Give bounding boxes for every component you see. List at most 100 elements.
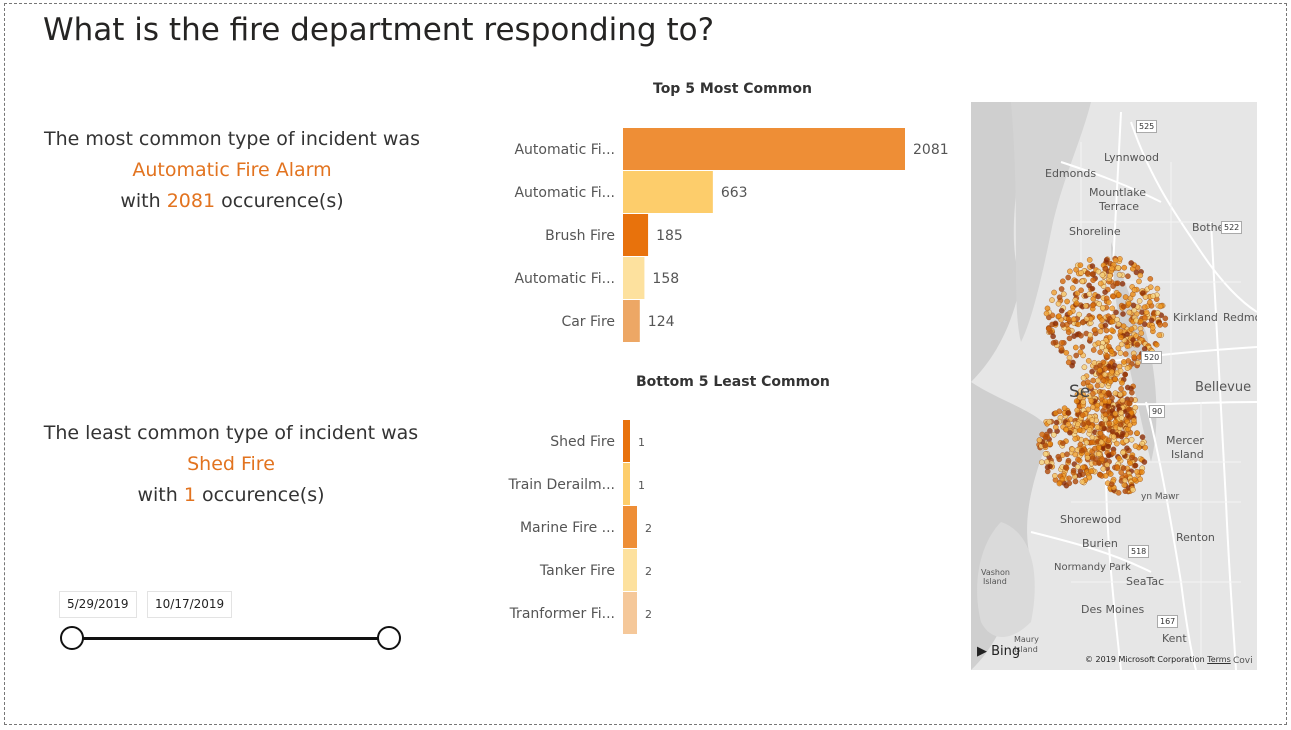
incident-point[interactable]	[1116, 292, 1122, 298]
incident-point[interactable]	[1118, 334, 1124, 341]
incident-point[interactable]	[1076, 311, 1082, 318]
incident-point[interactable]	[1110, 293, 1117, 300]
incident-point[interactable]	[1132, 462, 1139, 469]
incident-point[interactable]	[1065, 316, 1072, 322]
incident-point[interactable]	[1086, 291, 1093, 297]
incident-point[interactable]	[1116, 455, 1122, 462]
incident-point[interactable]	[1138, 330, 1145, 336]
incident-point[interactable]	[1089, 439, 1095, 446]
incident-point[interactable]	[1108, 327, 1115, 333]
incident-point[interactable]	[1102, 265, 1109, 272]
incident-point[interactable]	[1103, 327, 1110, 334]
incident-point[interactable]	[1153, 341, 1160, 348]
incident-point[interactable]	[1100, 377, 1107, 384]
incident-point[interactable]	[1056, 408, 1063, 415]
incident-point[interactable]	[1131, 476, 1138, 483]
incident-point[interactable]	[1099, 304, 1106, 311]
incident-point[interactable]	[1089, 263, 1096, 269]
incident-point[interactable]	[1094, 424, 1100, 430]
incident-point[interactable]	[1113, 440, 1120, 447]
incident-point[interactable]	[1149, 324, 1156, 331]
incident-point[interactable]	[1049, 297, 1055, 303]
incident-point[interactable]	[1095, 268, 1102, 275]
incident-point[interactable]	[1118, 341, 1125, 348]
incident-point[interactable]	[1066, 335, 1073, 342]
incident-point[interactable]	[1122, 351, 1129, 357]
incident-point[interactable]	[1047, 441, 1054, 447]
incident-point[interactable]	[1124, 384, 1131, 391]
incident-point[interactable]	[1073, 300, 1080, 307]
incident-point[interactable]	[1065, 421, 1071, 428]
incident-point[interactable]	[1105, 437, 1112, 444]
incident-point[interactable]	[1088, 468, 1094, 475]
incident-point[interactable]	[1076, 472, 1083, 479]
incident-point[interactable]	[1039, 431, 1045, 438]
incident-point[interactable]	[1088, 397, 1095, 404]
incident-point[interactable]	[1079, 278, 1086, 285]
incident-point[interactable]	[1134, 341, 1141, 348]
incident-point[interactable]	[1143, 309, 1150, 315]
incident-point[interactable]	[1106, 334, 1113, 341]
incident-point[interactable]	[1053, 419, 1060, 426]
incident-point[interactable]	[1107, 415, 1114, 421]
incident-point[interactable]	[1043, 310, 1050, 317]
incident-point[interactable]	[1081, 364, 1088, 371]
incident-point[interactable]	[1052, 472, 1058, 479]
incident-point[interactable]	[1120, 430, 1126, 437]
incident-point[interactable]	[1071, 333, 1077, 339]
incident-point[interactable]	[1075, 321, 1081, 328]
incident-point[interactable]	[1139, 469, 1145, 475]
incident-point[interactable]	[1110, 450, 1117, 456]
incident-point[interactable]	[1079, 412, 1086, 419]
incident-point[interactable]	[1104, 461, 1110, 468]
incident-point[interactable]	[1097, 280, 1104, 287]
incident-point[interactable]	[1097, 328, 1104, 335]
incident-point[interactable]	[1106, 343, 1112, 350]
bottom5-bar-chart[interactable]: Shed Fire 1 Train Derailm... 1 Marine Fire .…	[470, 412, 970, 642]
incident-point[interactable]	[1097, 430, 1104, 437]
incident-point[interactable]	[1050, 340, 1057, 346]
incident-point[interactable]	[1126, 309, 1133, 316]
incident-point[interactable]	[1112, 376, 1118, 382]
incident-point[interactable]	[1065, 329, 1072, 335]
incident-point[interactable]	[1128, 260, 1134, 266]
incident-point[interactable]	[1086, 282, 1092, 289]
incident-point[interactable]	[1118, 469, 1124, 476]
bar[interactable]	[623, 506, 637, 548]
incident-point[interactable]	[1124, 365, 1131, 372]
incident-point[interactable]	[1079, 478, 1086, 485]
incident-point[interactable]	[1101, 371, 1108, 378]
incident-point[interactable]	[1063, 349, 1070, 356]
incident-point[interactable]	[1077, 388, 1084, 395]
bar[interactable]	[623, 257, 645, 299]
incident-point[interactable]	[1105, 452, 1112, 459]
incident-point[interactable]	[1128, 396, 1134, 403]
incident-point[interactable]	[1072, 451, 1079, 458]
incident-point[interactable]	[1087, 383, 1094, 390]
incident-point[interactable]	[1106, 420, 1112, 427]
incident-point[interactable]	[1109, 428, 1116, 435]
incident-point[interactable]	[1064, 451, 1070, 458]
incident-point[interactable]	[1147, 276, 1154, 282]
map-terms-link[interactable]: Terms	[1207, 655, 1231, 664]
incident-point[interactable]	[1105, 403, 1111, 410]
incident-point[interactable]	[1141, 314, 1148, 321]
incident-point[interactable]	[1118, 409, 1124, 416]
incident-point[interactable]	[1065, 359, 1072, 366]
incident-point[interactable]	[1077, 441, 1084, 448]
incident-point[interactable]	[1099, 421, 1106, 427]
incident-point[interactable]	[1141, 304, 1148, 310]
bar[interactable]	[623, 128, 905, 170]
incident-point[interactable]	[1154, 285, 1161, 292]
incident-point[interactable]	[1042, 451, 1049, 457]
incident-point[interactable]	[1108, 481, 1115, 488]
incident-point[interactable]	[1065, 274, 1071, 281]
incident-point[interactable]	[1114, 464, 1120, 470]
incident-point[interactable]	[1052, 320, 1059, 327]
incident-point[interactable]	[1077, 394, 1083, 401]
start-date-input[interactable]: 5/29/2019	[59, 591, 137, 618]
incident-point[interactable]	[1157, 322, 1163, 328]
incident-point[interactable]	[1056, 480, 1063, 487]
incident-point[interactable]	[1109, 265, 1115, 272]
incident-point[interactable]	[1090, 277, 1096, 283]
